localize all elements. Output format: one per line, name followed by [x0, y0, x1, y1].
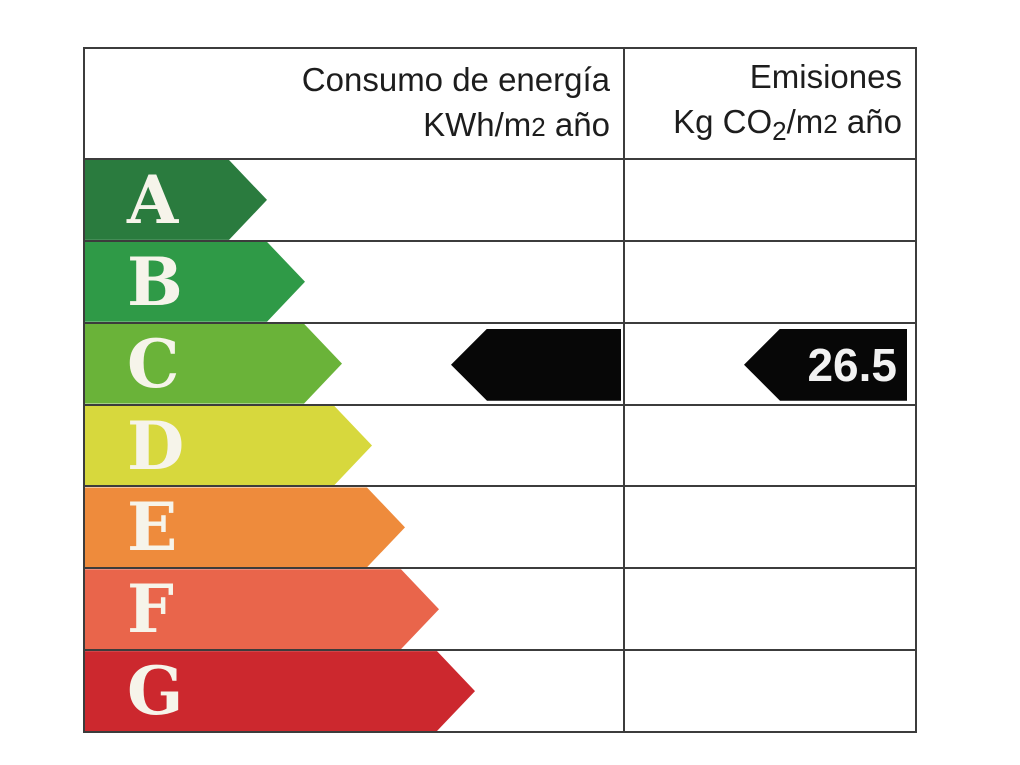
rating-row-d-consumo-cell: D	[85, 405, 625, 486]
rating-row-f-emisiones-cell	[625, 569, 915, 649]
consumo-header: Consumo de energía KWh/m2 año	[85, 49, 625, 158]
emisiones-result-value: 26.5	[807, 338, 897, 391]
rating-arrow-c: C	[85, 324, 342, 404]
rating-arrow-d: D	[85, 406, 372, 486]
rating-row-b-emisiones-cell	[625, 242, 915, 322]
rating-row-c-consumo-cell: C	[85, 323, 625, 404]
rating-arrow-e: E	[85, 487, 405, 567]
emisiones-header-line1: Emisiones	[749, 57, 902, 95]
emisiones-unit-exponent: 2	[823, 108, 838, 139]
rating-row-f: F	[85, 569, 915, 652]
table-header-row: Consumo de energía KWh/m2 año Emisiones …	[85, 49, 915, 160]
rating-letter-c: C	[127, 324, 180, 403]
rating-arrow-b: B	[85, 242, 305, 322]
rating-row-g-emisiones-cell	[625, 651, 915, 731]
rating-letter-g: G	[127, 652, 184, 731]
rating-row-c: C 26.5	[85, 323, 915, 406]
rating-row-e: E	[85, 487, 915, 570]
rating-row-g-consumo-cell: G	[85, 651, 625, 732]
rating-row-d: D	[85, 405, 915, 488]
rating-row-c-emisiones-cell: 26.5	[625, 324, 915, 404]
rating-arrow-a: A	[85, 160, 267, 240]
rating-letter-f: F	[127, 570, 174, 649]
rating-row-e-emisiones-cell	[625, 487, 915, 567]
rating-row-b: B	[85, 241, 915, 324]
rating-arrow-g: G	[85, 651, 475, 731]
emisiones-header: Emisiones Kg CO2/m2 año	[625, 49, 915, 158]
rating-row-d-emisiones-cell	[625, 406, 915, 486]
energy-rating-table: Consumo de energía KWh/m2 año Emisiones …	[83, 47, 917, 733]
rating-row-e-consumo-cell: E	[85, 487, 625, 568]
emisiones-result-arrow: 26.5	[744, 328, 907, 401]
rating-arrow-f: F	[85, 569, 439, 649]
rating-row-a-emisiones-cell	[625, 160, 915, 240]
consumo-header-unit: KWh/m2 año	[423, 106, 610, 143]
rating-letter-e: E	[127, 488, 178, 567]
rating-row-a: A	[85, 160, 915, 242]
consumo-result-arrow	[451, 328, 621, 401]
rating-letter-a: A	[127, 160, 179, 239]
rating-row-b-consumo-cell: B	[85, 241, 625, 322]
co2-subscript: 2	[772, 115, 787, 146]
rating-letter-b: B	[127, 242, 183, 321]
rating-row-f-consumo-cell: F	[85, 569, 625, 650]
emisiones-header-unit: Kg CO2/m2 año	[673, 102, 902, 146]
consumo-unit-exponent: 2	[531, 112, 546, 142]
rating-letter-d: D	[127, 406, 185, 485]
rating-row-g: G	[85, 651, 915, 732]
consumo-header-line1: Consumo de energía	[301, 61, 610, 98]
rating-row-a-consumo-cell: A	[85, 160, 625, 240]
